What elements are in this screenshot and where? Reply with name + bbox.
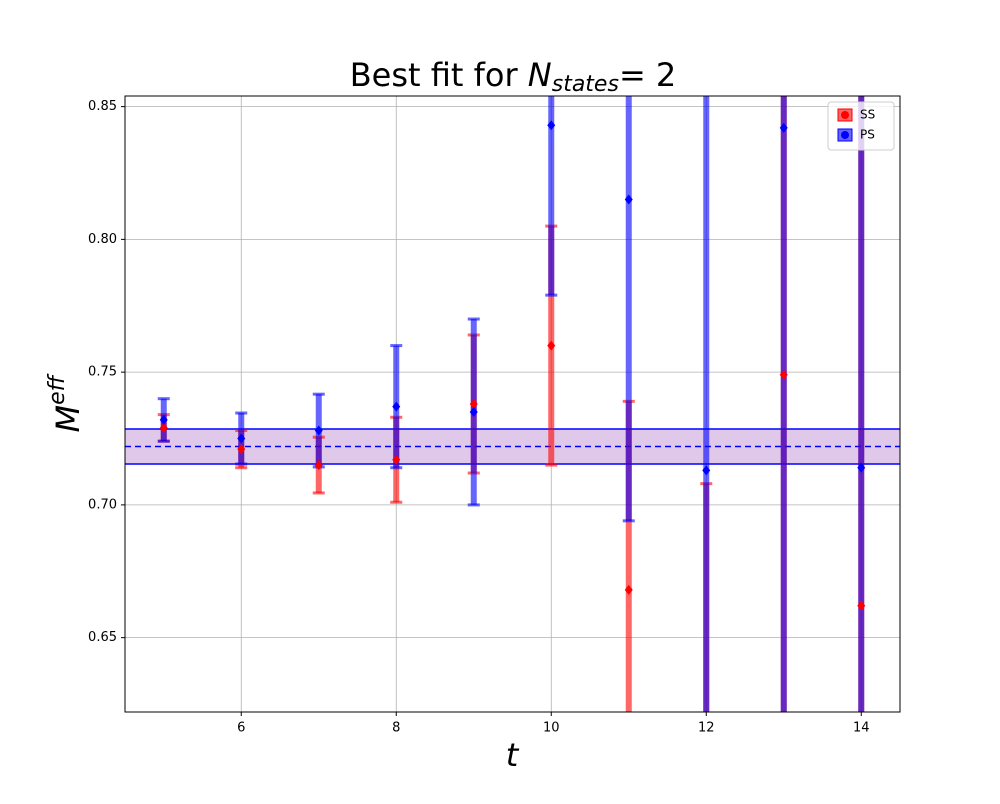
y-tick-label: 0.85 [88,99,117,114]
y-label-symbol: M [49,405,87,433]
y-tick-label: 0.80 [88,232,117,247]
plot-frame [124,95,901,713]
chart-title: Best fit for Nstates= 2 [350,56,677,97]
error-bar [545,96,558,297]
data-point [159,422,168,433]
data-point [857,462,866,473]
plot-area [125,96,900,712]
data-point [547,120,556,131]
data-point [547,340,556,351]
y-axis-label: Meff [45,373,87,432]
y-tick-label: 0.70 [88,497,117,512]
title-symbol: N [528,56,552,94]
data-point [392,401,401,412]
data-point [159,414,168,425]
data-point [314,425,323,436]
y-label-superscript: eff [45,373,70,405]
title-subscript: states [552,72,619,97]
x-tick-label: 10 [543,721,560,736]
data-point [779,122,788,133]
data-point [469,399,478,409]
legend-marker [841,111,849,119]
title-text: Best fit for [350,56,519,94]
data-point [314,460,323,471]
x-tick-label: 12 [698,721,715,736]
legend-marker [841,131,849,139]
legend-label: SS [860,108,875,122]
data-point [392,454,401,465]
legend-label: PS [860,128,875,142]
x-axis-label: t [506,736,520,774]
data-point [624,194,633,205]
data-point [237,444,246,455]
x-tick-label: 6 [237,721,245,736]
y-tick-label: 0.75 [88,365,117,380]
x-tick-label: 8 [392,721,400,736]
data-point [237,433,246,444]
data-point [624,584,633,595]
x-tick-label: 14 [853,721,870,736]
error-bar [780,96,787,712]
y-tick-label: 0.65 [88,630,117,645]
data-point [857,600,866,611]
error-bar [703,96,710,712]
data-point [702,465,711,476]
data-point [469,406,478,417]
title-rest: = 2 [619,56,676,94]
data-point [779,369,788,380]
